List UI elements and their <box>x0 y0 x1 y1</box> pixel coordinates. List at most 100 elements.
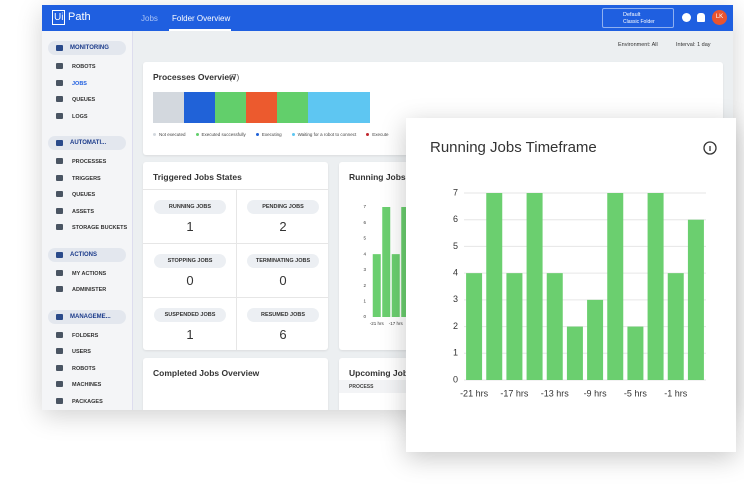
nav-item[interactable]: ROBOTS <box>72 64 96 70</box>
bar <box>566 326 583 380</box>
filter[interactable]: Environment: All <box>618 42 658 48</box>
nav-item[interactable]: JOBS <box>72 80 87 87</box>
bar <box>607 193 624 380</box>
column-header: PROCESS <box>349 384 374 390</box>
state-count: 0 <box>186 273 194 288</box>
bar <box>382 207 391 317</box>
state-count: 1 <box>186 327 194 342</box>
nav-icon <box>56 331 63 338</box>
info-icon[interactable] <box>703 141 717 155</box>
nav-item[interactable]: ASSETS <box>72 208 95 215</box>
nav-item[interactable]: MACHINES <box>72 382 102 388</box>
state-pill: RESUMED JOBS <box>247 308 319 322</box>
section-icon <box>56 45 63 51</box>
nav-icon <box>56 207 63 214</box>
section-icon <box>56 251 63 258</box>
count: (7) <box>229 72 240 82</box>
section-header[interactable]: AUTOMATI... <box>48 136 126 150</box>
tab[interactable]: Jobs <box>141 14 158 23</box>
nav-item[interactable]: PACKAGES <box>72 398 103 405</box>
nav-item[interactable]: ADMINISTER <box>72 287 107 293</box>
nav-item[interactable]: FOLDERS <box>72 332 99 339</box>
legend-dot <box>291 133 295 136</box>
y-tick-label: 2 <box>453 321 458 331</box>
avatar[interactable]: LK <box>712 10 727 25</box>
sidebar: MONITORING ROBOTS JOBS QUEUES LOGS AUTOMATI..… <box>42 31 133 410</box>
folder-picker[interactable]: Default Classic Folder <box>602 8 674 28</box>
card-title: Processes Overview <box>153 72 236 82</box>
help-icon[interactable] <box>682 13 691 22</box>
nav-icon <box>56 63 63 69</box>
y-tick-label: 2 <box>363 283 366 288</box>
nav-icon <box>56 112 63 119</box>
status-bar <box>153 92 370 123</box>
legend-label: Not executed <box>159 132 186 137</box>
x-tick-label: -9 hrs <box>584 388 608 398</box>
bell-icon[interactable] <box>697 13 705 22</box>
bar <box>647 193 664 380</box>
nav-item[interactable]: QUEUES <box>72 97 96 103</box>
bar <box>486 193 503 380</box>
chart: Running Jobs Timeframe 0 1 2 3 4 5 6 7 -21 hrs -1… <box>430 139 717 398</box>
state-count: 0 <box>279 273 287 288</box>
y-tick-label: 7 <box>453 187 458 197</box>
nav-item[interactable]: ROBOTS <box>72 365 96 372</box>
state-pill: STOPPING JOBS <box>154 254 226 268</box>
legend-label: Executing <box>261 132 282 137</box>
nav-icon <box>56 269 63 276</box>
card-title: Triggered Jobs States <box>153 172 242 182</box>
y-tick-label: 5 <box>453 241 458 251</box>
nav-icon <box>56 286 63 292</box>
top-bar: Ui Path Jobs Folder Overview Default Cla… <box>42 5 733 31</box>
y-tick-label: 0 <box>363 314 366 319</box>
state-count: 2 <box>279 219 287 234</box>
bar <box>627 326 644 380</box>
y-tick-label: 6 <box>453 214 458 224</box>
nav-item[interactable]: USERS <box>72 349 91 355</box>
card-title: Running Jobs Timeframe <box>349 172 451 182</box>
x-tick-label: -17 hrs <box>389 321 404 326</box>
legend-label: Waiting for a robot to connect <box>297 132 357 137</box>
y-tick-label: 7 <box>363 204 366 209</box>
triggered-card: Triggered Jobs States RUNNING JOBS 1 PENDI… <box>143 162 328 350</box>
section-header[interactable]: MANAGEME... <box>48 309 126 324</box>
nav-item[interactable]: STORAGE BUCKETS <box>72 225 128 231</box>
section-header[interactable]: MONITORING <box>48 41 126 55</box>
bar <box>506 273 523 380</box>
nav-item[interactable]: MY ACTIONS <box>72 270 107 277</box>
y-tick-label: 1 <box>453 348 458 358</box>
state-count: 6 <box>279 327 287 342</box>
x-tick-label: -21 hrs <box>460 388 489 398</box>
nav-item[interactable]: TRIGGERS <box>72 175 101 182</box>
card-title: Completed Jobs Overview <box>153 368 260 378</box>
bar <box>372 254 381 317</box>
x-tick-label: -13 hrs <box>541 388 570 398</box>
x-tick-label: -17 hrs <box>500 388 529 398</box>
legend-label: Executed successfully <box>201 132 246 137</box>
logo-box: Ui <box>52 10 66 25</box>
state-count: 1 <box>186 219 194 234</box>
legend-label: Execute <box>372 132 389 137</box>
folder-name: Default <box>623 12 641 18</box>
y-tick-label: 3 <box>363 267 366 272</box>
legend-dot <box>255 133 259 136</box>
legend-dot <box>153 133 156 136</box>
nav-icon <box>56 79 63 86</box>
bar <box>546 273 563 380</box>
nav-item[interactable]: QUEUES <box>72 192 96 198</box>
nav-item[interactable]: LOGS <box>72 113 88 120</box>
y-tick-label: 4 <box>453 268 458 278</box>
y-tick-label: 3 <box>453 294 458 304</box>
nav-icon <box>56 96 63 102</box>
section-header[interactable]: ACTIONS <box>48 247 126 262</box>
chart-popup: Running Jobs Timeframe 0 1 2 3 4 5 6 7 -21 hrs -1… <box>406 118 736 452</box>
nav-icon <box>56 158 63 164</box>
nav-icon <box>56 348 63 354</box>
nav-item[interactable]: PROCESSES <box>72 159 107 165</box>
bar <box>401 207 410 317</box>
filter[interactable]: Interval: 1 day <box>676 42 711 48</box>
bar <box>687 219 704 380</box>
section-icon <box>56 140 63 146</box>
tab-active[interactable]: Folder Overview <box>172 14 231 23</box>
